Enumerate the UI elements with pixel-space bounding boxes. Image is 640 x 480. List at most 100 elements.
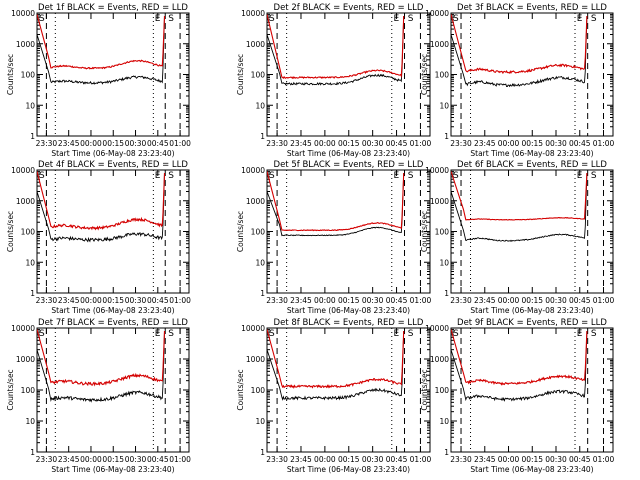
y-axis-label: Counts/sec <box>420 211 429 252</box>
y-tick-label: 1 <box>30 448 35 457</box>
y-tick-label: 10000 <box>11 324 35 333</box>
x-tick-label: 23:45 <box>474 455 496 464</box>
x-tick-label: 23:45 <box>290 139 312 148</box>
x-axis-label: Start Time (06-May-08 23:23:40) <box>470 306 593 315</box>
marker-s: S <box>591 171 597 181</box>
y-tick-label: 100 <box>435 71 450 80</box>
y-tick-label: 1 <box>260 132 265 141</box>
x-tick-label: 00:15 <box>102 296 124 305</box>
panel-det-3: Det 3f BLACK = Events, RED = LLD 1 10 100 10… <box>420 3 615 158</box>
x-tick-label: 23:45 <box>58 139 80 148</box>
marker-e: E <box>577 329 583 339</box>
marker-s: S <box>408 14 414 24</box>
marker-s: S <box>168 14 174 24</box>
y-tick-label: 100 <box>251 228 266 237</box>
y-tick-label: 100 <box>251 386 266 395</box>
marker-e: E <box>577 171 583 181</box>
axes-box <box>266 169 431 294</box>
y-tick-label: 1000 <box>16 355 35 364</box>
x-tick-label: 00:30 <box>125 455 147 464</box>
panel-title: Det 1f BLACK = Events, RED = LLD <box>38 3 188 13</box>
x-tick-label: 23:45 <box>474 296 496 305</box>
y-axis-label: Counts/sec <box>6 369 15 410</box>
marker-s: S <box>39 329 45 339</box>
x-tick-label: 23:30 <box>450 455 472 464</box>
axes-box <box>266 12 431 137</box>
series-events <box>267 15 405 86</box>
x-tick-label: 01:00 <box>593 139 615 148</box>
x-tick-label: 01:00 <box>169 296 191 305</box>
series-events <box>451 330 588 402</box>
x-tick-label: 01:00 <box>410 139 432 148</box>
marker-s: S <box>269 329 275 339</box>
y-tick-label: 10 <box>25 101 35 110</box>
x-tick-label: 00:45 <box>147 139 169 148</box>
series-events <box>267 330 405 401</box>
x-tick-label: 00:30 <box>362 455 384 464</box>
panel-title: Det 9f BLACK = Events, RED = LLD <box>457 318 607 328</box>
x-tick-label: 00:00 <box>314 139 336 148</box>
marker-s: S <box>168 329 174 339</box>
x-tick-label: 00:15 <box>338 455 360 464</box>
x-tick-label: 00:45 <box>386 455 408 464</box>
x-tick-label: 23:30 <box>36 455 58 464</box>
marker-s: S <box>39 171 45 181</box>
x-tick-label: 23:45 <box>58 296 80 305</box>
x-tick-label: 01:00 <box>169 139 191 148</box>
y-tick-label: 10 <box>255 417 265 426</box>
x-tick-label: 23:30 <box>450 139 472 148</box>
y-tick-label: 10000 <box>425 324 449 333</box>
x-tick-label: 00:15 <box>102 455 124 464</box>
x-tick-label: 01:00 <box>410 455 432 464</box>
x-tick-label: 00:30 <box>545 455 567 464</box>
x-tick-label: 00:00 <box>314 296 336 305</box>
y-tick-label: 1 <box>260 448 265 457</box>
marker-s: S <box>269 171 275 181</box>
x-tick-label: 23:45 <box>290 296 312 305</box>
y-tick-label: 10000 <box>241 166 265 175</box>
x-tick-label: 00:15 <box>521 296 543 305</box>
y-axis-label: Counts/sec <box>420 369 429 410</box>
y-tick-label: 10 <box>439 417 449 426</box>
x-tick-label: 00:30 <box>125 139 147 148</box>
panel-title: Det 2f BLACK = Events, RED = LLD <box>274 3 424 13</box>
x-tick-label: 23:45 <box>290 455 312 464</box>
axes-box <box>36 12 190 137</box>
x-axis-label: Start Time (06-May-08 23:23:40) <box>51 465 174 474</box>
x-tick-label: 23:30 <box>450 296 472 305</box>
x-tick-label: 00:45 <box>569 139 591 148</box>
series-lld <box>451 14 588 75</box>
x-tick-label: 00:00 <box>80 455 102 464</box>
panel-title: Det 5f BLACK = Events, RED = LLD <box>274 160 424 170</box>
x-tick-label: 00:15 <box>521 139 543 148</box>
y-tick-label: 1 <box>30 289 35 298</box>
x-axis-label: Start Time (06-May-08 23:23:40) <box>287 149 410 158</box>
axes-box <box>450 12 614 137</box>
panel-title: Det 4f BLACK = Events, RED = LLD <box>38 160 188 170</box>
series-lld <box>37 171 166 231</box>
axes-box <box>36 169 190 294</box>
x-tick-label: 00:45 <box>569 296 591 305</box>
y-tick-label: 10 <box>25 417 35 426</box>
y-axis-label: Counts/sec <box>236 369 245 410</box>
x-tick-label: 00:30 <box>545 139 567 148</box>
x-tick-label: 23:30 <box>266 139 288 148</box>
y-tick-label: 1000 <box>16 40 35 49</box>
y-axis-label: Counts/sec <box>236 54 245 95</box>
y-tick-label: 1 <box>444 289 449 298</box>
marker-s: S <box>168 171 174 181</box>
axes-box <box>450 327 614 453</box>
marker-s: S <box>453 329 459 339</box>
y-tick-label: 1000 <box>430 355 449 364</box>
series-lld <box>451 171 588 221</box>
series-events <box>37 15 165 85</box>
y-tick-label: 100 <box>21 228 36 237</box>
marker-s: S <box>39 14 45 24</box>
x-tick-label: 01:00 <box>593 455 615 464</box>
x-tick-label: 23:45 <box>474 139 496 148</box>
x-tick-label: 23:30 <box>266 296 288 305</box>
panel-det-5: Det 5f BLACK = Events, RED = LLD 1 10 100 10… <box>236 160 431 315</box>
x-tick-label: 00:45 <box>147 455 169 464</box>
series-lld <box>37 329 166 387</box>
marker-e: E <box>155 329 161 339</box>
